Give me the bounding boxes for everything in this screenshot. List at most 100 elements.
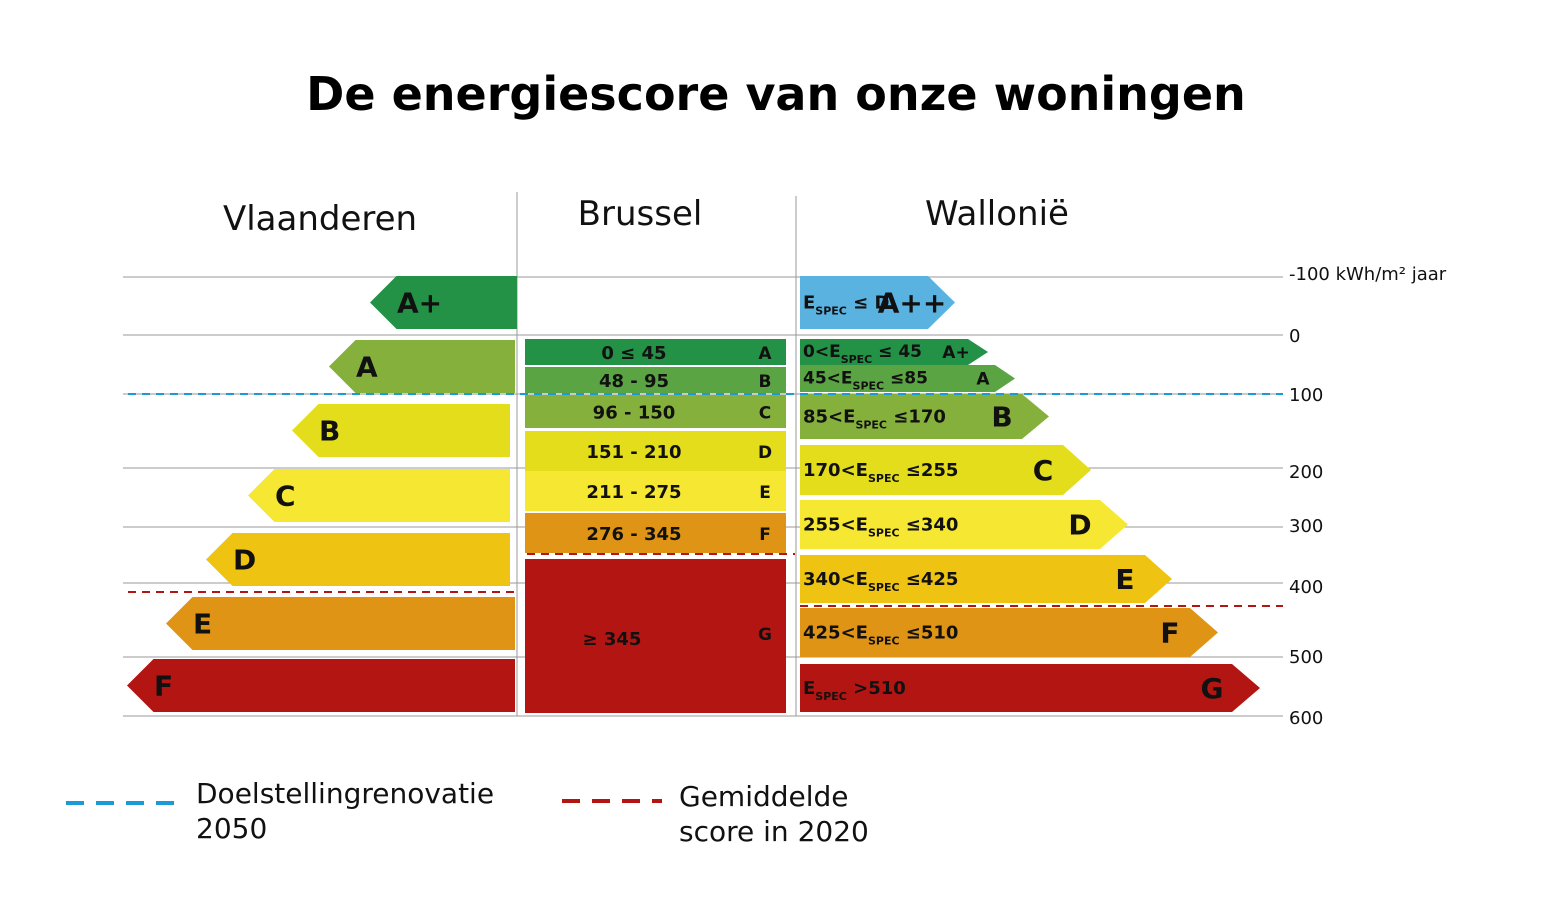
range-suffix: ≤170 bbox=[887, 407, 946, 428]
wallonie-range: 340<ESPEC ≤425 bbox=[803, 569, 958, 594]
range-subscript: SPEC bbox=[868, 581, 900, 594]
brussel-range: 211 - 275 bbox=[586, 482, 681, 503]
brussel-band-C bbox=[525, 395, 786, 428]
scale-label: -100 kWh/m² jaar bbox=[1289, 264, 1447, 285]
scale-label: 200 bbox=[1289, 462, 1323, 483]
wallonie-arrow-G bbox=[800, 664, 1260, 712]
vlaanderen-label: A bbox=[356, 351, 378, 384]
brussel-label: A bbox=[758, 344, 772, 364]
range-suffix: ≤425 bbox=[900, 569, 959, 590]
vlaanderen-arrow-A+ bbox=[370, 276, 517, 329]
range-suffix: ≤ D bbox=[847, 293, 890, 314]
range-prefix: 0<E bbox=[803, 342, 841, 362]
wallonie-range: 45<ESPEC ≤85 bbox=[803, 369, 928, 393]
range-subscript: SPEC bbox=[815, 305, 847, 318]
region-title-wallonie: Wallonië bbox=[925, 194, 1069, 234]
range-subscript: SPEC bbox=[855, 419, 887, 432]
wallonie-range: ESPEC ≤ D bbox=[803, 293, 889, 318]
legend-target-line2: 2050 bbox=[196, 812, 267, 845]
wallonie-arrow-B bbox=[800, 394, 1049, 439]
brussel-band-F bbox=[525, 513, 786, 553]
range-subscript: SPEC bbox=[841, 353, 873, 366]
wallonie-arrow-A+ bbox=[800, 339, 988, 365]
wallonie-range: 0<ESPEC ≤ 45 bbox=[803, 342, 922, 366]
brussel-range: 276 - 345 bbox=[586, 524, 681, 545]
range-prefix: 340<E bbox=[803, 569, 868, 590]
legend-average-line1: Gemiddelde bbox=[679, 780, 849, 813]
vlaanderen-label: D bbox=[233, 544, 256, 577]
brussel-range: 48 - 95 bbox=[599, 371, 669, 392]
vlaanderen-label: A+ bbox=[397, 287, 442, 320]
brussel-label: B bbox=[759, 372, 772, 392]
wallonie-range: 170<ESPEC ≤255 bbox=[803, 460, 958, 485]
vlaanderen-arrow-E bbox=[166, 597, 515, 650]
vlaanderen-arrow-C bbox=[248, 469, 510, 522]
scale-label: 300 bbox=[1289, 516, 1323, 537]
vlaanderen-label: B bbox=[319, 415, 340, 448]
range-suffix: ≤340 bbox=[900, 515, 959, 536]
wallonie-label: A bbox=[976, 370, 990, 390]
scale-label: 100 bbox=[1289, 385, 1323, 406]
brussel-label: F bbox=[759, 525, 771, 545]
vlaanderen-arrow-A bbox=[329, 340, 515, 393]
vlaanderen-arrow-B bbox=[292, 404, 510, 457]
brussel-range: 96 - 150 bbox=[593, 403, 676, 424]
wallonie-arrow-F bbox=[800, 608, 1218, 657]
region-title-vlaanderen: Vlaanderen bbox=[223, 199, 417, 239]
vlaanderen-label: F bbox=[154, 670, 173, 703]
scale-label: 500 bbox=[1289, 647, 1323, 668]
vlaanderen-arrow-F bbox=[127, 659, 515, 712]
range-subscript: SPEC bbox=[815, 690, 847, 703]
wallonie-label: F bbox=[1160, 617, 1179, 650]
legend-average-line2: score in 2020 bbox=[679, 815, 869, 848]
brussel-label: C bbox=[759, 404, 771, 424]
scale-label: 600 bbox=[1289, 708, 1323, 729]
range-prefix: E bbox=[803, 293, 815, 314]
brussel-range: 151 - 210 bbox=[586, 442, 681, 463]
range-suffix: ≤ 45 bbox=[872, 342, 922, 362]
range-prefix: 255<E bbox=[803, 515, 868, 536]
brussel-band-B bbox=[525, 367, 786, 393]
wallonie-label: B bbox=[991, 401, 1012, 434]
legend-target-line1: Doelstellingrenovatie bbox=[196, 777, 494, 810]
range-suffix: ≤85 bbox=[884, 369, 928, 389]
range-subscript: SPEC bbox=[868, 527, 900, 540]
wallonie-label: G bbox=[1201, 672, 1224, 705]
range-prefix: E bbox=[803, 678, 815, 699]
brussel-band-A bbox=[525, 339, 786, 365]
range-prefix: 425<E bbox=[803, 623, 868, 644]
brussel-label: E bbox=[759, 483, 771, 503]
vlaanderen-label: E bbox=[193, 608, 212, 641]
region-title-brussel: Brussel bbox=[578, 194, 703, 234]
wallonie-label: C bbox=[1033, 454, 1054, 487]
scale-label: 0 bbox=[1289, 326, 1300, 347]
brussel-label: D bbox=[758, 443, 772, 463]
wallonie-arrow-A++ bbox=[800, 276, 955, 329]
wallonie-range: 255<ESPEC ≤340 bbox=[803, 515, 958, 540]
range-subscript: SPEC bbox=[868, 635, 900, 648]
range-suffix: ≤255 bbox=[900, 460, 959, 481]
wallonie-range: ESPEC >510 bbox=[803, 678, 906, 703]
wallonie-label: A+ bbox=[942, 343, 969, 363]
vlaanderen-label: C bbox=[275, 480, 296, 513]
wallonie-range: 425<ESPEC ≤510 bbox=[803, 623, 958, 648]
range-prefix: 85<E bbox=[803, 407, 855, 428]
vlaanderen-arrow-D bbox=[206, 533, 510, 586]
brussel-label: G bbox=[758, 625, 772, 645]
brussel-range: ≥ 345 bbox=[583, 629, 642, 650]
page-title: De energiescore van onze woningen bbox=[306, 67, 1246, 121]
brussel-band-E bbox=[525, 471, 786, 511]
wallonie-arrow-E bbox=[800, 555, 1172, 603]
wallonie-arrow-A bbox=[800, 365, 1015, 392]
wallonie-arrow-D bbox=[800, 500, 1128, 549]
brussel-band-G bbox=[525, 559, 786, 713]
range-subscript: SPEC bbox=[868, 472, 900, 485]
range-prefix: 170<E bbox=[803, 460, 868, 481]
brussel-band-D bbox=[525, 431, 786, 471]
wallonie-label: E bbox=[1115, 563, 1134, 596]
range-suffix: ≤510 bbox=[900, 623, 959, 644]
range-suffix: >510 bbox=[847, 678, 906, 699]
brussel-range: 0 ≤ 45 bbox=[601, 343, 666, 364]
wallonie-range: 85<ESPEC ≤170 bbox=[803, 407, 946, 432]
